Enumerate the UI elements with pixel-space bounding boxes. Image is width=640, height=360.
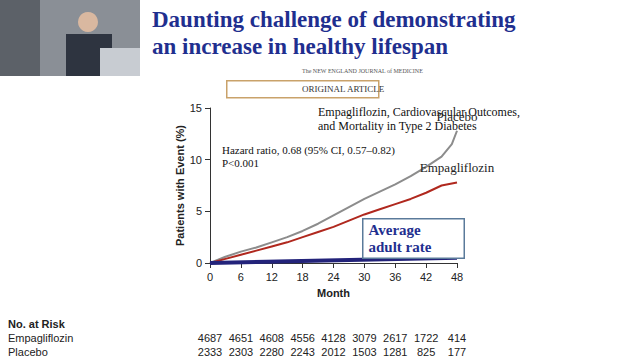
svg-text:Empagliflozin: Empagliflozin <box>8 332 73 344</box>
svg-text:Patients with Event (%): Patients with Event (%) <box>174 125 186 246</box>
svg-text:2243: 2243 <box>290 346 314 358</box>
svg-text:Placebo: Placebo <box>436 109 477 124</box>
svg-text:No. at Risk: No. at Risk <box>8 318 66 330</box>
svg-text:4651: 4651 <box>229 332 253 344</box>
svg-text:4556: 4556 <box>290 332 314 344</box>
svg-text:1722: 1722 <box>414 332 438 344</box>
svg-text:ORIGINAL ARTICLE: ORIGINAL ARTICLE <box>302 84 385 94</box>
svg-text:5: 5 <box>196 205 202 217</box>
svg-text:36: 36 <box>389 271 401 283</box>
svg-text:The NEW ENGLAND JOURNAL of MED: The NEW ENGLAND JOURNAL of MEDICINE <box>302 68 423 74</box>
svg-text:P<0.001: P<0.001 <box>222 157 259 169</box>
svg-text:Average: Average <box>369 222 425 238</box>
svg-text:Month: Month <box>317 287 350 299</box>
svg-text:18: 18 <box>297 271 309 283</box>
svg-text:6: 6 <box>238 271 244 283</box>
svg-text:24: 24 <box>327 271 339 283</box>
svg-text:2617: 2617 <box>383 332 407 344</box>
svg-text:Empagliflozin, Cardiovascular: Empagliflozin, Cardiovascular Outcomes, <box>318 105 520 119</box>
svg-text:10: 10 <box>190 154 202 166</box>
svg-text:and Mortality in Type 2 Diabet: and Mortality in Type 2 Diabetes <box>318 119 477 133</box>
svg-text:0: 0 <box>196 257 202 269</box>
svg-text:2333: 2333 <box>198 346 222 358</box>
svg-text:1281: 1281 <box>383 346 407 358</box>
svg-text:4687: 4687 <box>198 332 222 344</box>
svg-text:48: 48 <box>451 271 463 283</box>
svg-text:adult rate: adult rate <box>369 239 432 255</box>
svg-text:Daunting challenge of demonstr: Daunting challenge of demonstrating <box>152 7 516 32</box>
svg-text:42: 42 <box>420 271 432 283</box>
svg-text:825: 825 <box>417 346 435 358</box>
svg-text:414: 414 <box>448 332 466 344</box>
svg-text:Hazard ratio, 0.68 (95% CI, 0.: Hazard ratio, 0.68 (95% CI, 0.57–0.82) <box>222 144 395 157</box>
svg-text:0: 0 <box>207 271 213 283</box>
svg-text:30: 30 <box>358 271 370 283</box>
svg-text:2280: 2280 <box>260 346 284 358</box>
svg-text:Placebo: Placebo <box>8 346 48 358</box>
svg-text:177: 177 <box>448 346 466 358</box>
svg-text:2012: 2012 <box>321 346 345 358</box>
svg-text:an increase in healthy lifespa: an increase in healthy lifespan <box>152 34 448 59</box>
svg-text:3079: 3079 <box>352 332 376 344</box>
svg-text:2303: 2303 <box>229 346 253 358</box>
svg-text:4608: 4608 <box>260 332 284 344</box>
svg-text:1503: 1503 <box>352 346 376 358</box>
svg-text:15: 15 <box>190 102 202 114</box>
svg-text:Empagliflozin: Empagliflozin <box>420 160 495 175</box>
svg-text:4128: 4128 <box>321 332 345 344</box>
svg-text:12: 12 <box>266 271 278 283</box>
